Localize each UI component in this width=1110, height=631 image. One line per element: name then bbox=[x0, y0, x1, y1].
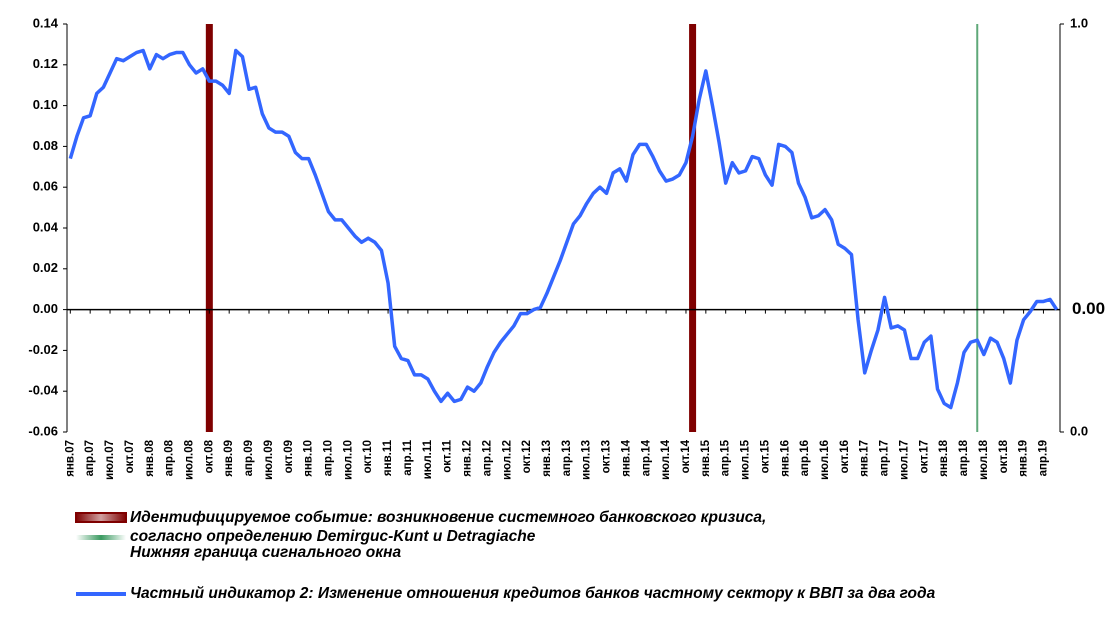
x-tick-label: окт.14 bbox=[680, 439, 692, 473]
legend-swatch-window bbox=[76, 535, 126, 540]
event-bar bbox=[205, 24, 213, 432]
x-tick-label: июл.11 bbox=[422, 439, 434, 479]
x-tick-label: янв.12 bbox=[462, 440, 474, 477]
y-tick-label: -0.06 bbox=[28, 423, 58, 438]
x-tick-label: янв.09 bbox=[223, 440, 235, 477]
x-tick-label: апр.17 bbox=[879, 440, 891, 476]
y-tick-label: 0.06 bbox=[33, 179, 58, 194]
y-tick-label: 0.10 bbox=[33, 97, 58, 112]
x-tick-label: окт.16 bbox=[839, 440, 851, 473]
x-tick-label: апр.08 bbox=[164, 439, 176, 476]
y-tick-label: 0.14 bbox=[33, 15, 59, 30]
event-bar bbox=[689, 24, 697, 432]
legend-label: Частный индикатор 2: Изменение отношения… bbox=[130, 585, 936, 602]
event-bar bbox=[976, 24, 979, 432]
x-tick-label: янв.19 bbox=[1018, 440, 1030, 477]
x-tick-label: окт.12 bbox=[521, 440, 533, 473]
x-tick-label: янв.14 bbox=[620, 439, 632, 476]
x-tick-label: окт.08 bbox=[203, 439, 215, 473]
x-tick-label: апр.19 bbox=[1037, 440, 1049, 476]
x-tick-label: окт.09 bbox=[283, 440, 295, 473]
x-tick-label: апр.13 bbox=[561, 440, 573, 476]
x-tick-label: янв.13 bbox=[541, 440, 553, 477]
legend-swatch-crisis bbox=[75, 512, 127, 523]
x-tick-label: окт.13 bbox=[601, 440, 613, 473]
x-tick-label: янв.17 bbox=[859, 440, 871, 477]
x-tick-label: окт.10 bbox=[362, 440, 374, 473]
x-tick-label: апр.18 bbox=[958, 439, 970, 476]
x-tick-label: янв.07 bbox=[64, 440, 76, 477]
x-tick-label: окт.18 bbox=[998, 439, 1010, 473]
y-tick-label: -0.02 bbox=[28, 342, 58, 357]
x-tick-label: окт.11 bbox=[442, 439, 454, 472]
x-tick-label: июл.08 bbox=[184, 439, 196, 480]
x-tick-label: июл.14 bbox=[660, 439, 672, 480]
x-tick-label: янв.16 bbox=[779, 440, 791, 477]
y-tick-label: -0.04 bbox=[28, 383, 58, 398]
x-tick-label: апр.11 bbox=[402, 439, 414, 475]
x-tick-label: янв.11 bbox=[382, 439, 394, 476]
x-tick-label: июл.16 bbox=[819, 440, 831, 480]
x-tick-label: июл.15 bbox=[740, 439, 752, 480]
x-tick-label: июл.10 bbox=[342, 440, 354, 480]
x-tick-label: апр.07 bbox=[84, 440, 96, 476]
x-tick-label: окт.15 bbox=[759, 439, 771, 473]
x-tick-label: июл.09 bbox=[263, 440, 275, 480]
x-tick-label: янв.10 bbox=[303, 440, 315, 477]
x-tick-label: июл.17 bbox=[898, 440, 910, 480]
chart: -0.06 -0.04 -0.02 0.00 0.02 0.04 0.06 0.08 0.10 0… bbox=[28, 15, 1105, 480]
x-tick-label: янв.18 bbox=[938, 439, 950, 476]
y-tick-label: 0.02 bbox=[33, 260, 58, 275]
x-tick-label: окт.07 bbox=[124, 440, 136, 473]
x-tick-label: июл.18 bbox=[978, 439, 990, 480]
legend-label: Идентифицируемое событие: возникновение … bbox=[130, 509, 767, 545]
x-tick-label: июл.07 bbox=[104, 440, 116, 480]
y-tick-label: 0.12 bbox=[33, 56, 58, 71]
y2-tick-label: 0.0 bbox=[1070, 423, 1088, 438]
x-tick-label: апр.15 bbox=[720, 439, 732, 476]
legend-label: Нижняя граница сигнального окна bbox=[130, 544, 402, 561]
y-tick-label: 0.04 bbox=[33, 219, 59, 234]
x-tick-label: янв.08 bbox=[144, 439, 156, 476]
indicator-line bbox=[68, 48, 1059, 410]
x-tick-label: окт.17 bbox=[918, 440, 930, 473]
x-tick-label: апр.09 bbox=[243, 440, 255, 476]
x-tick-label: июл.13 bbox=[581, 440, 593, 480]
x-tick-label: июл.12 bbox=[501, 440, 513, 480]
x-tick-label: апр.10 bbox=[323, 440, 335, 476]
y2-tick-label: 1.0 bbox=[1070, 15, 1088, 30]
y-tick-label: 0.08 bbox=[33, 138, 58, 153]
value-label: 0.00 bbox=[1072, 299, 1105, 318]
x-tick-label: янв.15 bbox=[700, 439, 712, 476]
x-tick-label: апр.12 bbox=[481, 440, 493, 476]
y-tick-label: 0.00 bbox=[33, 301, 58, 316]
x-tick-label: апр.16 bbox=[799, 440, 811, 476]
x-tick-label: апр.14 bbox=[640, 439, 652, 476]
